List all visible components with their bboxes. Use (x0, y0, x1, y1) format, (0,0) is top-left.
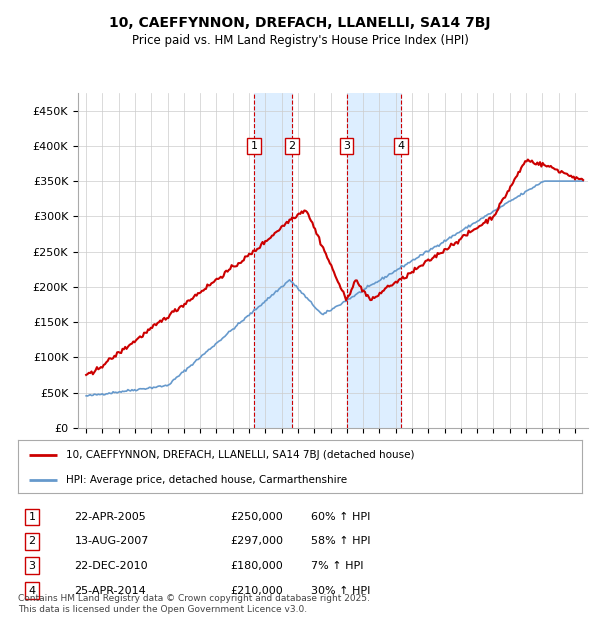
Text: 2: 2 (29, 536, 35, 546)
Text: 3: 3 (29, 560, 35, 570)
Text: Contains HM Land Registry data © Crown copyright and database right 2025.
This d: Contains HM Land Registry data © Crown c… (18, 595, 370, 614)
Text: 22-APR-2005: 22-APR-2005 (74, 512, 146, 522)
Text: 7% ↑ HPI: 7% ↑ HPI (311, 560, 364, 570)
Bar (254, 93, 292, 428)
Text: 30% ↑ HPI: 30% ↑ HPI (311, 586, 371, 596)
Text: £297,000: £297,000 (230, 536, 283, 546)
Text: Price paid vs. HM Land Registry's House Price Index (HPI): Price paid vs. HM Land Registry's House … (131, 34, 469, 47)
Text: 1: 1 (29, 512, 35, 522)
Text: £250,000: £250,000 (230, 512, 283, 522)
Text: 1: 1 (251, 141, 257, 151)
Text: 58% ↑ HPI: 58% ↑ HPI (311, 536, 371, 546)
Text: 22-DEC-2010: 22-DEC-2010 (74, 560, 148, 570)
Text: 13-AUG-2007: 13-AUG-2007 (74, 536, 149, 546)
Text: £180,000: £180,000 (230, 560, 283, 570)
Text: 4: 4 (29, 586, 35, 596)
Text: 2: 2 (288, 141, 295, 151)
Text: £210,000: £210,000 (230, 586, 283, 596)
Text: 60% ↑ HPI: 60% ↑ HPI (311, 512, 371, 522)
Text: 25-APR-2014: 25-APR-2014 (74, 586, 146, 596)
Text: 10, CAEFFYNNON, DREFACH, LLANELLI, SA14 7BJ (detached house): 10, CAEFFYNNON, DREFACH, LLANELLI, SA14 … (66, 450, 415, 460)
Text: 10, CAEFFYNNON, DREFACH, LLANELLI, SA14 7BJ: 10, CAEFFYNNON, DREFACH, LLANELLI, SA14 … (109, 16, 491, 30)
Text: 4: 4 (397, 141, 404, 151)
Text: HPI: Average price, detached house, Carmarthenshire: HPI: Average price, detached house, Carm… (66, 475, 347, 485)
Bar (347, 93, 401, 428)
Text: 3: 3 (343, 141, 350, 151)
